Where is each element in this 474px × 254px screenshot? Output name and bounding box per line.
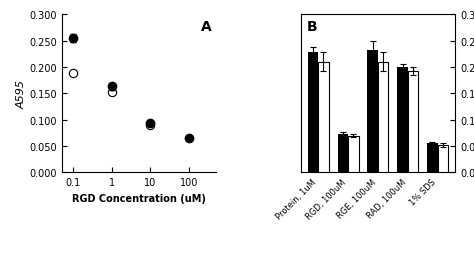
Bar [408, 72, 418, 173]
Bar [308, 53, 318, 173]
Y-axis label: A595: A595 [16, 80, 26, 108]
Bar [348, 136, 358, 173]
Bar [438, 146, 448, 173]
Bar [378, 62, 388, 173]
Bar [337, 134, 348, 173]
Bar [318, 62, 328, 173]
Text: A: A [201, 20, 211, 34]
X-axis label: RGD Concentration (uM): RGD Concentration (uM) [72, 193, 206, 203]
Bar [367, 51, 378, 173]
Bar [427, 144, 438, 173]
Bar [397, 68, 408, 173]
Text: B: B [307, 20, 318, 34]
